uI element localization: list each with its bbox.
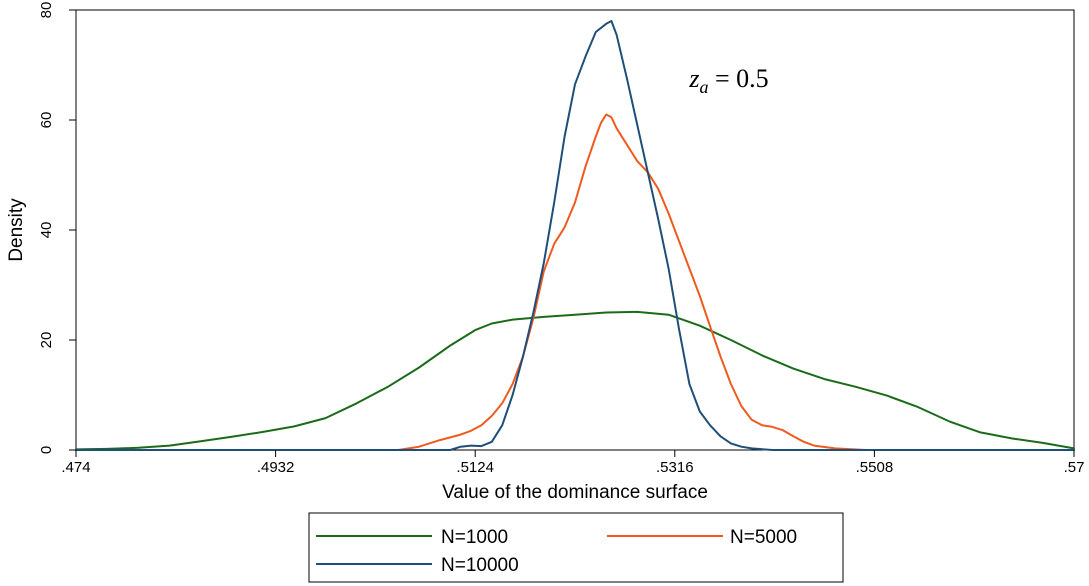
y-tick-label: 40: [38, 222, 55, 239]
x-axis-title: Value of the dominance surface: [442, 482, 708, 503]
y-axis-title: Density: [6, 198, 27, 262]
y-tick-label: 0: [38, 446, 55, 454]
legend-label-n1000: N=1000: [441, 527, 508, 548]
legend-label-n10000: N=10000: [441, 555, 519, 576]
series-line-n10000: [75, 20, 1075, 451]
plot-area: [75, 9, 1075, 451]
series-layer: [75, 20, 1075, 451]
x-tick-label: .4932: [257, 459, 295, 476]
x-tick-label: .5508: [856, 459, 894, 476]
x-tick-label: .5316: [656, 459, 694, 476]
axis-layer: .474 .4932 .5124 .5316 .5508 .57 0 20 40 60 80: [38, 2, 1084, 476]
legend-box: [308, 512, 844, 583]
annotation-rest: = 0.5: [708, 64, 768, 93]
y-tick-label: 20: [38, 332, 55, 349]
series-line-n5000: [75, 113, 1075, 451]
annotation-sub: a: [699, 77, 708, 97]
legend: N=1000 N=5000 N=10000: [308, 512, 844, 583]
annotation-za: za = 0.5: [688, 64, 768, 97]
series-line-n1000: [75, 310, 1075, 451]
y-tick-label: 80: [38, 2, 55, 19]
legend-label-n5000: N=5000: [730, 527, 797, 548]
x-tick-label: .474: [61, 459, 90, 476]
x-tick-label: .57: [1064, 459, 1085, 476]
annotation-var: z: [688, 64, 699, 93]
y-tick-label: 60: [38, 112, 55, 129]
x-tick-label: .5124: [456, 459, 494, 476]
